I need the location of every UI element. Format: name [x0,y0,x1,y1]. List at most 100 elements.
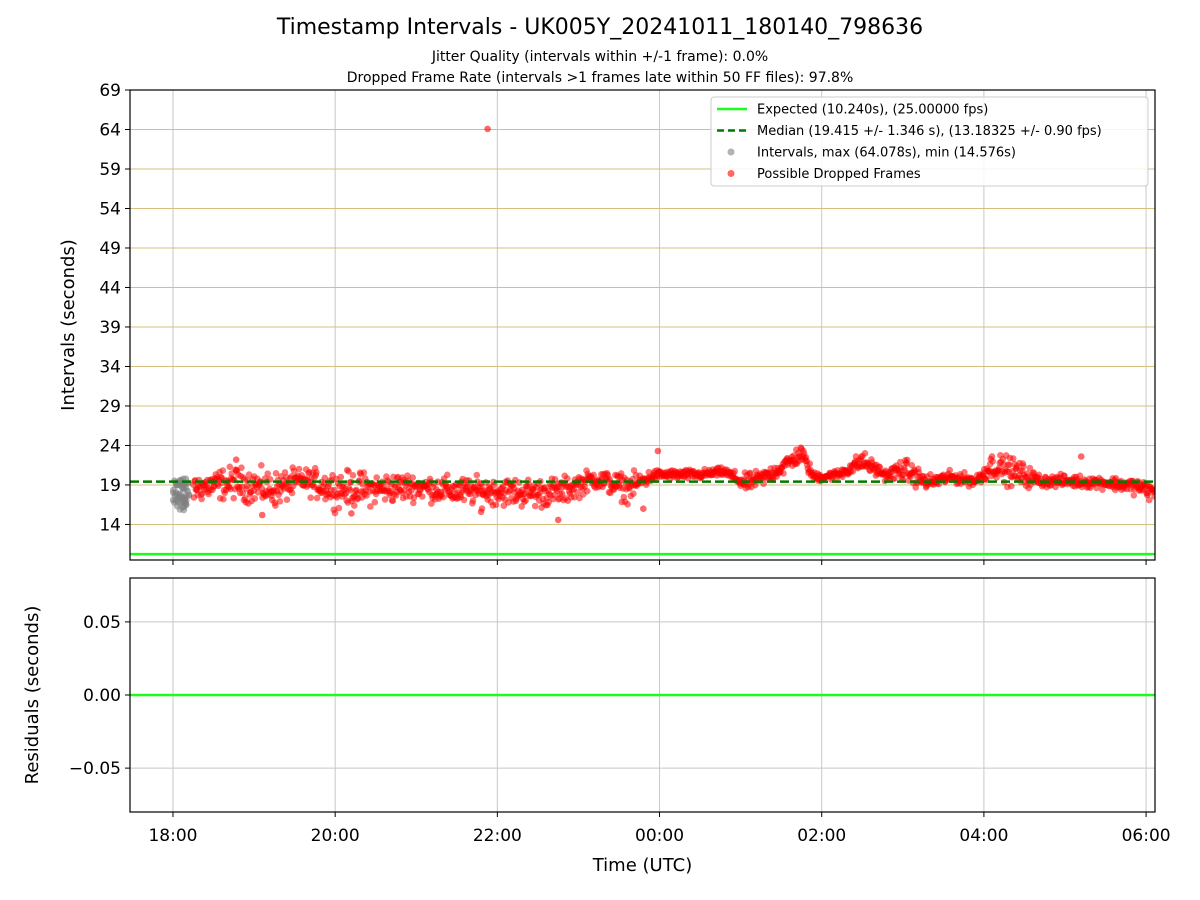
dropped-frame-outlier [348,510,355,517]
interval-point [182,475,190,483]
y-tick-label: 29 [99,397,121,417]
interval-point [185,491,193,499]
dropped-frame-point [989,458,996,465]
dropped-frame-point [473,471,481,479]
dropped-frame-point [243,482,251,490]
dropped-frame-outlier [554,516,562,524]
resid-y-tick-label: −0.05 [69,759,121,779]
chart-title: Timestamp Intervals - UK005Y_20241011_18… [276,15,924,40]
dropped-frame-point [780,470,787,477]
intervals-panel: 14 19 24 29 34 39 44 49 54 59 64 69 Intervals (secon… [58,81,1156,565]
dropped-frame-point [1008,482,1015,490]
dropped-frame-point [904,456,911,464]
y-tick-label: 34 [99,357,121,377]
dropped-frame-point [226,463,234,471]
dropped-frame-point [590,471,597,479]
dropped-frame-point [988,453,996,460]
dropped-frame-point [522,497,529,504]
x-axis-label: Time (UTC) [592,855,693,876]
y-tick-label: 44 [99,278,121,298]
dropped-frame-point [1006,461,1013,469]
dropped-frame-point [251,495,259,502]
y-tick-label: 19 [99,476,121,496]
dropped-frame-point [752,481,759,489]
dropped-frame-point [440,493,447,501]
dropped-frame-point [264,470,272,478]
interval-point [169,496,177,504]
dropped-frame-point [295,465,303,473]
dropped-frame-point [410,499,417,507]
legend-expected-label: Expected (10.240s), (25.00000 fps) [757,103,988,118]
legend-intervals-swatch [727,148,735,156]
dropped-frame-outlier [640,505,647,512]
dropped-frame-point [1026,464,1034,472]
dropped-frame-point [861,450,869,457]
dropped-frame-point [230,494,237,502]
dropped-frame-point [961,469,968,476]
dropped-frame-point [806,460,814,468]
dropped-frame-point [1130,492,1138,499]
x-tick-label: 02:00 [797,826,846,846]
top-axes-frame [129,89,1156,561]
dropped-frame-point [1099,486,1106,494]
y-tick-label: 24 [99,436,121,456]
dropped-frame-point [258,462,265,469]
x-tick-label: 20:00 [311,826,360,846]
dropped-frame-point [272,502,279,509]
dropped-frame-point [245,471,253,478]
dropped-frame-rate-subtitle: Dropped Frame Rate (intervals >1 frames … [346,70,854,86]
y-tick-label: 69 [99,81,121,101]
dropped-frame-point [630,490,637,498]
dropped-frame-point [381,496,389,503]
dropped-frame-point [571,493,578,501]
dropped-frame-point [891,475,898,482]
dropped-frame-point [428,500,435,507]
x-tick-label: 06:00 [1122,826,1171,846]
interval-point [173,481,181,489]
y-tick-label: 59 [99,160,121,180]
dropped-frame-outlier [258,511,266,519]
dropped-frame-point [219,467,227,474]
dropped-frame-point [1024,470,1031,478]
dropped-frame-point [283,496,291,504]
dropped-frame-point [1145,496,1153,504]
x-tick-label: 00:00 [635,826,684,846]
dropped-frame-point [564,475,571,482]
dropped-frame-point [490,481,498,489]
dropped-frame-point [849,468,857,475]
residuals-panel: 0.05 0.00 −0.05 18:00 20:00 22:00 00:00 02:00 04… [22,577,1171,876]
dropped-frame-point [288,489,296,497]
dropped-frame-point [1009,455,1017,462]
dropped-frame-point [307,494,315,502]
dropped-frame-point [574,489,581,496]
dropped-frame-point [337,473,345,481]
dropped-frame-point [624,501,631,508]
legend: Expected (10.240s), (25.00000 fps) Median… [710,96,1149,187]
interval-point [176,493,183,500]
interval-point [180,506,188,514]
legend-dropped-frames-label: Possible Dropped Frames [757,167,921,182]
dropped-frame-point [331,509,339,517]
dropped-frame-point [531,502,539,510]
dropped-frame-point [373,474,381,481]
dropped-frame-point [367,503,374,510]
dropped-frame-point [360,469,368,476]
legend-box [710,96,1149,187]
dropped-frame-point [993,474,1000,481]
dropped-frame-point [290,467,298,475]
dropped-frame-point [419,493,426,500]
y-tick-label: 54 [99,199,121,219]
dropped-frame-point [583,487,591,495]
dropped-frame-point [1151,493,1155,500]
dropped-frame-point [389,497,397,505]
dropped-frame-point [345,468,352,475]
legend-median-label: Median (19.415 +/- 1.346 s), (13.18325 +… [757,124,1102,139]
dropped-frame-point [444,471,451,479]
dropped-frame-point [313,469,320,476]
legend-dropped-frames-swatch [727,170,735,177]
dropped-frame-point [198,495,205,503]
y-tick-label: 39 [99,318,121,338]
jitter-quality-subtitle: Jitter Quality (intervals within +/-1 fr… [431,49,769,65]
